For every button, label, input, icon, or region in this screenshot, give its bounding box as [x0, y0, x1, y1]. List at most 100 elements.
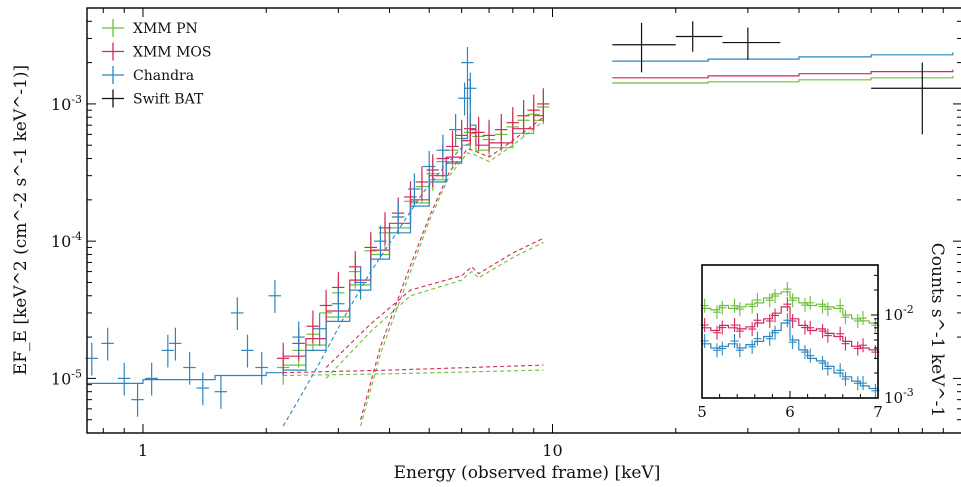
- inset-xmm-mos-data-point: [853, 341, 862, 356]
- swift-bat-data-point: [871, 62, 961, 135]
- main-plot-frame: [86, 7, 961, 434]
- inset-chandra-data-point: [841, 372, 850, 387]
- xmm-mos-data-point: [527, 94, 540, 128]
- inset-xmm-mos-data-point: [818, 324, 827, 339]
- inset-chandra-data-point: [818, 356, 827, 371]
- xmm-mos-data-point: [472, 116, 485, 150]
- xmm-mos-model-line: [283, 108, 544, 357]
- chandra-data-point: [332, 288, 345, 321]
- inset-chandra-data-point: [800, 345, 809, 360]
- inset-xmm-pn-data-point: [853, 314, 862, 329]
- inset-chandra-data-point: [771, 325, 780, 340]
- chandra-data-point: [161, 334, 174, 368]
- chandra-data-point: [131, 384, 144, 417]
- legend-item-xmm-pn: XMM PN: [102, 19, 198, 37]
- inset-chandra-data-point: [730, 333, 739, 348]
- inset-xmm-pn-data-point: [859, 311, 868, 326]
- xmm-pn-component-line: [325, 241, 544, 379]
- inset-y-tick-label: 10-3: [884, 386, 914, 407]
- inset-xmm-pn-data-point: [748, 299, 757, 314]
- inset-xmm-mos-data-point: [788, 314, 797, 329]
- chandra-data-point: [169, 327, 182, 361]
- chandra-data-point: [196, 372, 209, 406]
- inset-chandra-data-point: [823, 361, 832, 376]
- inset-xmm-pn-data-point: [818, 299, 827, 314]
- inset-x-tick-label: 7: [873, 403, 883, 421]
- chandra-data-point: [458, 82, 471, 116]
- inset-x-tick-label: 6: [785, 403, 795, 421]
- xmm-mos-data-point: [506, 107, 519, 140]
- inset-xmm-pn-model: [702, 291, 878, 324]
- xmm-mos-component-line: [360, 116, 544, 420]
- inset-chart: 5 6 710-3 10-2: [697, 261, 914, 424]
- x-tick-label: 10: [542, 441, 562, 460]
- x-axis-label: Energy (observed frame) [keV]: [394, 463, 661, 483]
- chandra-data-point: [436, 134, 450, 168]
- inset-xmm-mos-data-point: [735, 324, 744, 339]
- chandra-data-point: [101, 327, 114, 361]
- chandra-data-point: [255, 351, 268, 385]
- x-tick-label: 1: [138, 441, 148, 460]
- chandra-data-point: [231, 297, 244, 331]
- chandra-data-point: [214, 376, 228, 409]
- inset-x-tick-label: 5: [697, 403, 707, 421]
- inset-xmm-mos-data-point: [712, 325, 721, 340]
- inset-xmm-mos-data-point: [718, 320, 727, 335]
- xmm-mos-component-line: [283, 364, 544, 374]
- inset-xmm-mos-data-point: [806, 320, 815, 335]
- inset-xmm-pn-data-point: [735, 302, 744, 317]
- chandra-data-point: [313, 313, 326, 346]
- chandra-model-line: [87, 79, 477, 384]
- chandra-data-point: [268, 280, 282, 313]
- inset-xmm-pn-data-point: [788, 293, 797, 308]
- chandra-data-point: [145, 362, 158, 396]
- chandra-data-point: [391, 201, 405, 235]
- chandra-data-point: [422, 150, 436, 184]
- chandra-data-point: [292, 321, 305, 355]
- xmm-pn-component-line: [360, 120, 544, 427]
- inset-xmm-mos-data-point: [836, 326, 845, 341]
- legend-label: Swift BAT: [133, 92, 204, 108]
- inset-chandra-data-point: [783, 313, 792, 328]
- chandra-data-point: [354, 266, 367, 300]
- inset-background: [698, 261, 902, 424]
- legend-label: XMM PN: [133, 21, 198, 37]
- xmm-mos-data-point: [348, 251, 362, 284]
- chandra-data-point: [183, 351, 196, 385]
- chandra-component-line: [282, 142, 471, 427]
- xmm-mos-data-point: [306, 310, 320, 344]
- chandra-data-point: [117, 362, 131, 396]
- inset-xmm-mos-data-point: [753, 313, 762, 328]
- inset-chandra-data-point: [712, 343, 721, 358]
- legend: XMM PN XMM MOS Chandra Swift BAT: [102, 19, 212, 108]
- legend-label: Chandra: [133, 68, 194, 84]
- inset-xmm-pn-data-point: [712, 305, 721, 320]
- inset-xmm-pn-data-point: [753, 293, 762, 308]
- chandra-data-point: [241, 334, 254, 368]
- xmm-mos-data-point: [482, 119, 496, 153]
- inset-xmm-pn-data-point: [783, 282, 792, 297]
- inset-chandra-data-point: [806, 348, 815, 363]
- inset-xmm-pn-data-point: [800, 298, 809, 313]
- inset-xmm-mos-data-point: [783, 297, 792, 312]
- inset-xmm-pn-data-point: [730, 298, 739, 313]
- inset-xmm-pn-data-point: [718, 300, 727, 315]
- inset-xmm-mos-data-point: [823, 328, 832, 343]
- inset-xmm-mos-data-point: [765, 314, 774, 329]
- inset-chandra-model: [702, 322, 878, 390]
- inset-xmm-mos-data-point: [771, 308, 780, 323]
- y-axis-label: EF_E [keV^2 (cm^-2 s^-1 keV^-1)]: [11, 65, 31, 375]
- chandra-data-point: [449, 113, 462, 147]
- inset-chandra-data-point: [788, 335, 797, 350]
- chandra-data-point: [461, 46, 474, 80]
- legend-label: XMM MOS: [133, 45, 212, 61]
- xmm-mos-data-point: [494, 113, 508, 147]
- xmm-pn-component-line: [283, 369, 544, 377]
- legend-item-swift-bat: Swift BAT: [102, 89, 204, 108]
- inset-chandra-data-point: [765, 331, 774, 346]
- inset-xmm-mos-data-point: [748, 322, 757, 337]
- xmm-mos-component-line: [325, 237, 544, 368]
- inset-xmm-mos-model: [702, 306, 878, 351]
- y-tick-label: 10-5: [51, 367, 82, 388]
